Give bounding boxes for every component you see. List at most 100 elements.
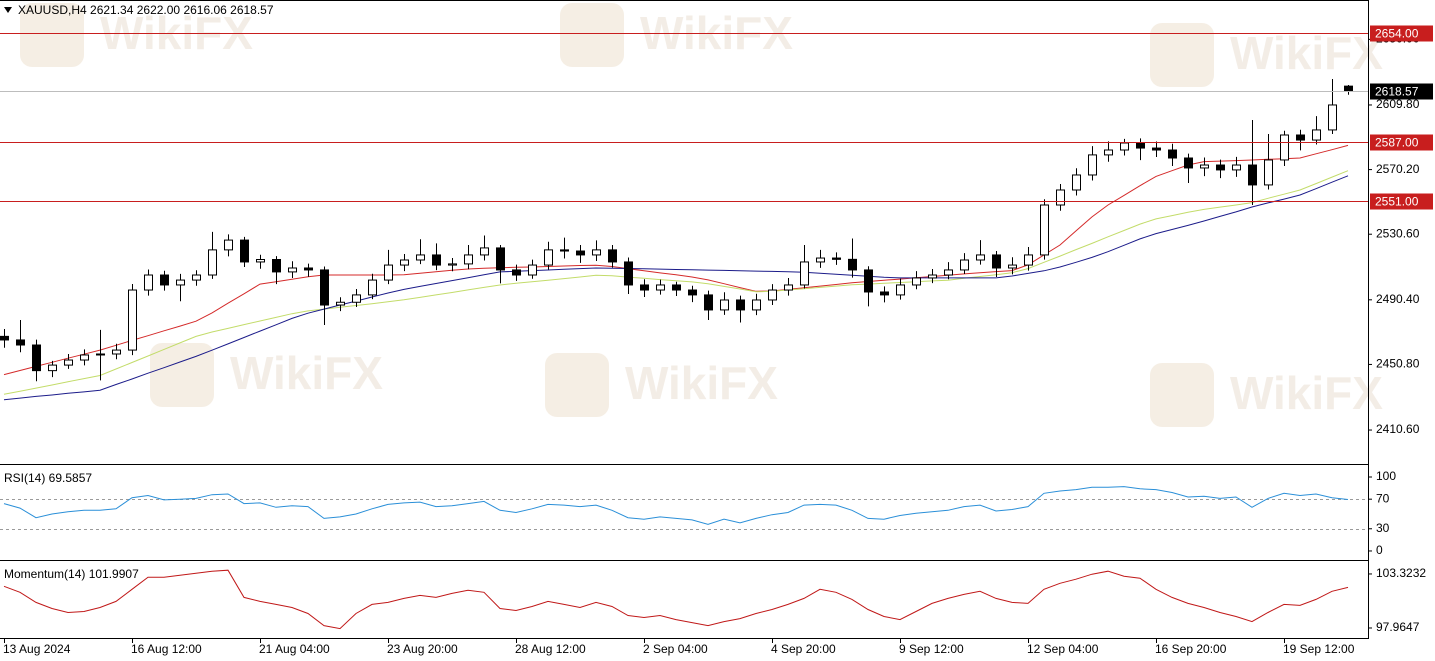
- x-tick-label: 16 Sep 20:00: [1155, 642, 1227, 656]
- moving-average-line: [3, 175, 1349, 401]
- candle-body: [288, 267, 297, 273]
- price-level-label: 2654.00: [1375, 27, 1419, 41]
- indicator-line: [3, 486, 1349, 525]
- candle-body: [1152, 147, 1161, 151]
- candle-body: [608, 249, 617, 263]
- x-tick-label: 9 Sep 12:00: [899, 642, 964, 656]
- candle-body: [1040, 204, 1049, 256]
- candle-body: [992, 254, 1001, 269]
- candle-body: [224, 239, 233, 251]
- candle-body: [1168, 149, 1177, 159]
- watermark-logo: [20, 3, 84, 67]
- x-tick-label: 23 Aug 20:00: [387, 642, 458, 656]
- candle-body: [480, 247, 489, 256]
- chart-title: XAUUSD,H4 2621.34 2622.00 2616.06 2618.5…: [18, 3, 274, 17]
- y-tick-label: 2530.60: [1376, 226, 1420, 240]
- candle-body: [688, 289, 697, 296]
- candle-body: [32, 344, 41, 372]
- price-level-box: [1370, 83, 1433, 100]
- watermark-logo: [545, 353, 609, 417]
- candle-body: [112, 349, 121, 355]
- candle-body: [1088, 154, 1097, 176]
- candle-body: [592, 249, 601, 256]
- candle-body: [464, 254, 473, 265]
- candle-body: [800, 261, 809, 286]
- y-tick-label: 97.9647: [1376, 620, 1420, 634]
- candle-body: [1328, 104, 1337, 131]
- candle-body: [192, 274, 201, 281]
- x-tick-label: 12 Sep 04:00: [1027, 642, 1099, 656]
- candle-body: [624, 261, 633, 286]
- candle-body: [880, 291, 889, 296]
- candle-body: [784, 284, 793, 291]
- price-level-label: 2587.00: [1375, 136, 1419, 150]
- candle-body: [448, 263, 457, 266]
- x-tick-label: 4 Sep 20:00: [771, 642, 836, 656]
- candle-body: [1232, 164, 1241, 171]
- candle-body: [1056, 189, 1065, 206]
- candle-body: [736, 299, 745, 311]
- x-tick-label: 2 Sep 04:00: [643, 642, 708, 656]
- x-tick-label: 16 Aug 12:00: [131, 642, 202, 656]
- candle-body: [256, 259, 265, 263]
- candle-body: [1136, 142, 1145, 149]
- candle-body: [832, 257, 841, 260]
- symbol-menu-arrow[interactable]: [4, 7, 12, 13]
- price-level-box: [1370, 193, 1433, 210]
- candle-body: [320, 269, 329, 306]
- watermark: WikiFX: [230, 347, 383, 399]
- candle-body: [144, 274, 153, 291]
- y-tick-label: 2490.40: [1376, 292, 1420, 306]
- candle-body: [272, 259, 281, 273]
- y-tick-label: 2609.80: [1376, 97, 1420, 111]
- candle-body: [48, 364, 57, 372]
- watermark: WikiFX: [1230, 27, 1383, 79]
- candle-body: [400, 259, 409, 266]
- watermark-logo: [560, 3, 624, 67]
- watermark-logo: [150, 343, 214, 407]
- y-tick-label: 0: [1376, 543, 1383, 557]
- candle-body: [752, 299, 761, 311]
- momentum-title: Momentum(14) 101.9907: [4, 567, 139, 581]
- plot-area: [0, 33, 1368, 630]
- candle-body: [1264, 159, 1273, 186]
- candle-body: [1120, 142, 1129, 151]
- candle-body: [544, 249, 553, 266]
- y-tick-label: 100: [1376, 469, 1396, 483]
- candle-body: [352, 294, 361, 303]
- candle-body: [640, 284, 649, 291]
- candle-body: [368, 279, 377, 296]
- candle-body: [656, 284, 665, 291]
- price-level-box: [1370, 25, 1433, 42]
- indicator-line: [3, 569, 1349, 630]
- candle-body: [512, 269, 521, 276]
- candle-body: [336, 301, 345, 306]
- candle-body: [976, 254, 985, 261]
- candle-body: [720, 299, 729, 311]
- x-tick-label: 21 Aug 04:00: [259, 642, 330, 656]
- candle-body: [848, 258, 857, 271]
- candle-body: [1280, 134, 1289, 161]
- y-tick-label: 2410.60: [1376, 422, 1420, 436]
- candle-body: [1024, 254, 1033, 266]
- candle-body: [240, 239, 249, 263]
- y-tick-label: 2450.80: [1376, 357, 1420, 371]
- candle-body: [864, 269, 873, 293]
- y-tick-label: 30: [1376, 521, 1390, 535]
- candle-body: [560, 249, 569, 252]
- candle-body: [64, 359, 73, 366]
- candle-body: [160, 274, 169, 286]
- watermark-logo: [1150, 23, 1214, 87]
- candle-body: [816, 257, 825, 263]
- x-tick-label: 28 Aug 12:00: [515, 642, 586, 656]
- candle-body: [672, 284, 681, 291]
- candle-body: [1184, 157, 1193, 169]
- candle-body: [768, 289, 777, 301]
- rsi-title: RSI(14) 69.5857: [4, 471, 92, 485]
- candle-body: [944, 269, 953, 276]
- watermark: WikiFX: [1230, 367, 1383, 419]
- candle-body: [1344, 85, 1353, 92]
